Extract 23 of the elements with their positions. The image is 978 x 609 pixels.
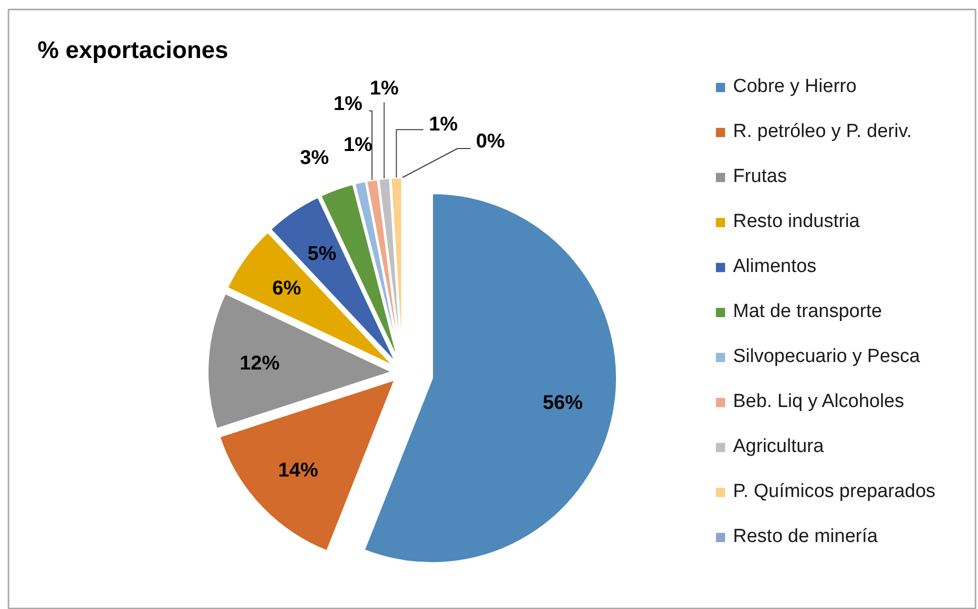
legend-label: R. petróleo y P. deriv.: [733, 120, 912, 144]
text: 0%: [476, 130, 505, 152]
data-label: 12%: [240, 352, 280, 375]
data-label: 1%: [428, 114, 458, 136]
data-label: 5%: [308, 243, 337, 266]
data-label: 1%: [334, 92, 363, 115]
legend-label: Cobre y Hierro: [733, 75, 857, 99]
legend-label: Resto industria: [733, 210, 860, 234]
legend-label: Frutas: [733, 165, 787, 189]
legend-label: Silvopecuario y Pesca: [733, 345, 920, 369]
data-label: 3%: [300, 147, 330, 170]
legend-label: Agricultura: [733, 435, 824, 459]
legend-label: P. Químicos preparados: [733, 480, 936, 504]
data-label: 6%: [272, 277, 302, 300]
legend-label: Resto de minería: [733, 525, 878, 549]
legend-label: Beb. Liq y Alcoholes: [733, 390, 904, 414]
legend-label: Alimentos: [733, 255, 816, 279]
data-label: 56%: [542, 392, 584, 414]
data-label: 1%: [344, 134, 373, 156]
legend-label: Mat de transporte: [733, 300, 882, 324]
data-label: 1%: [370, 77, 399, 100]
chart-title: % exportaciones: [38, 37, 228, 64]
data-label: 14%: [278, 460, 318, 482]
